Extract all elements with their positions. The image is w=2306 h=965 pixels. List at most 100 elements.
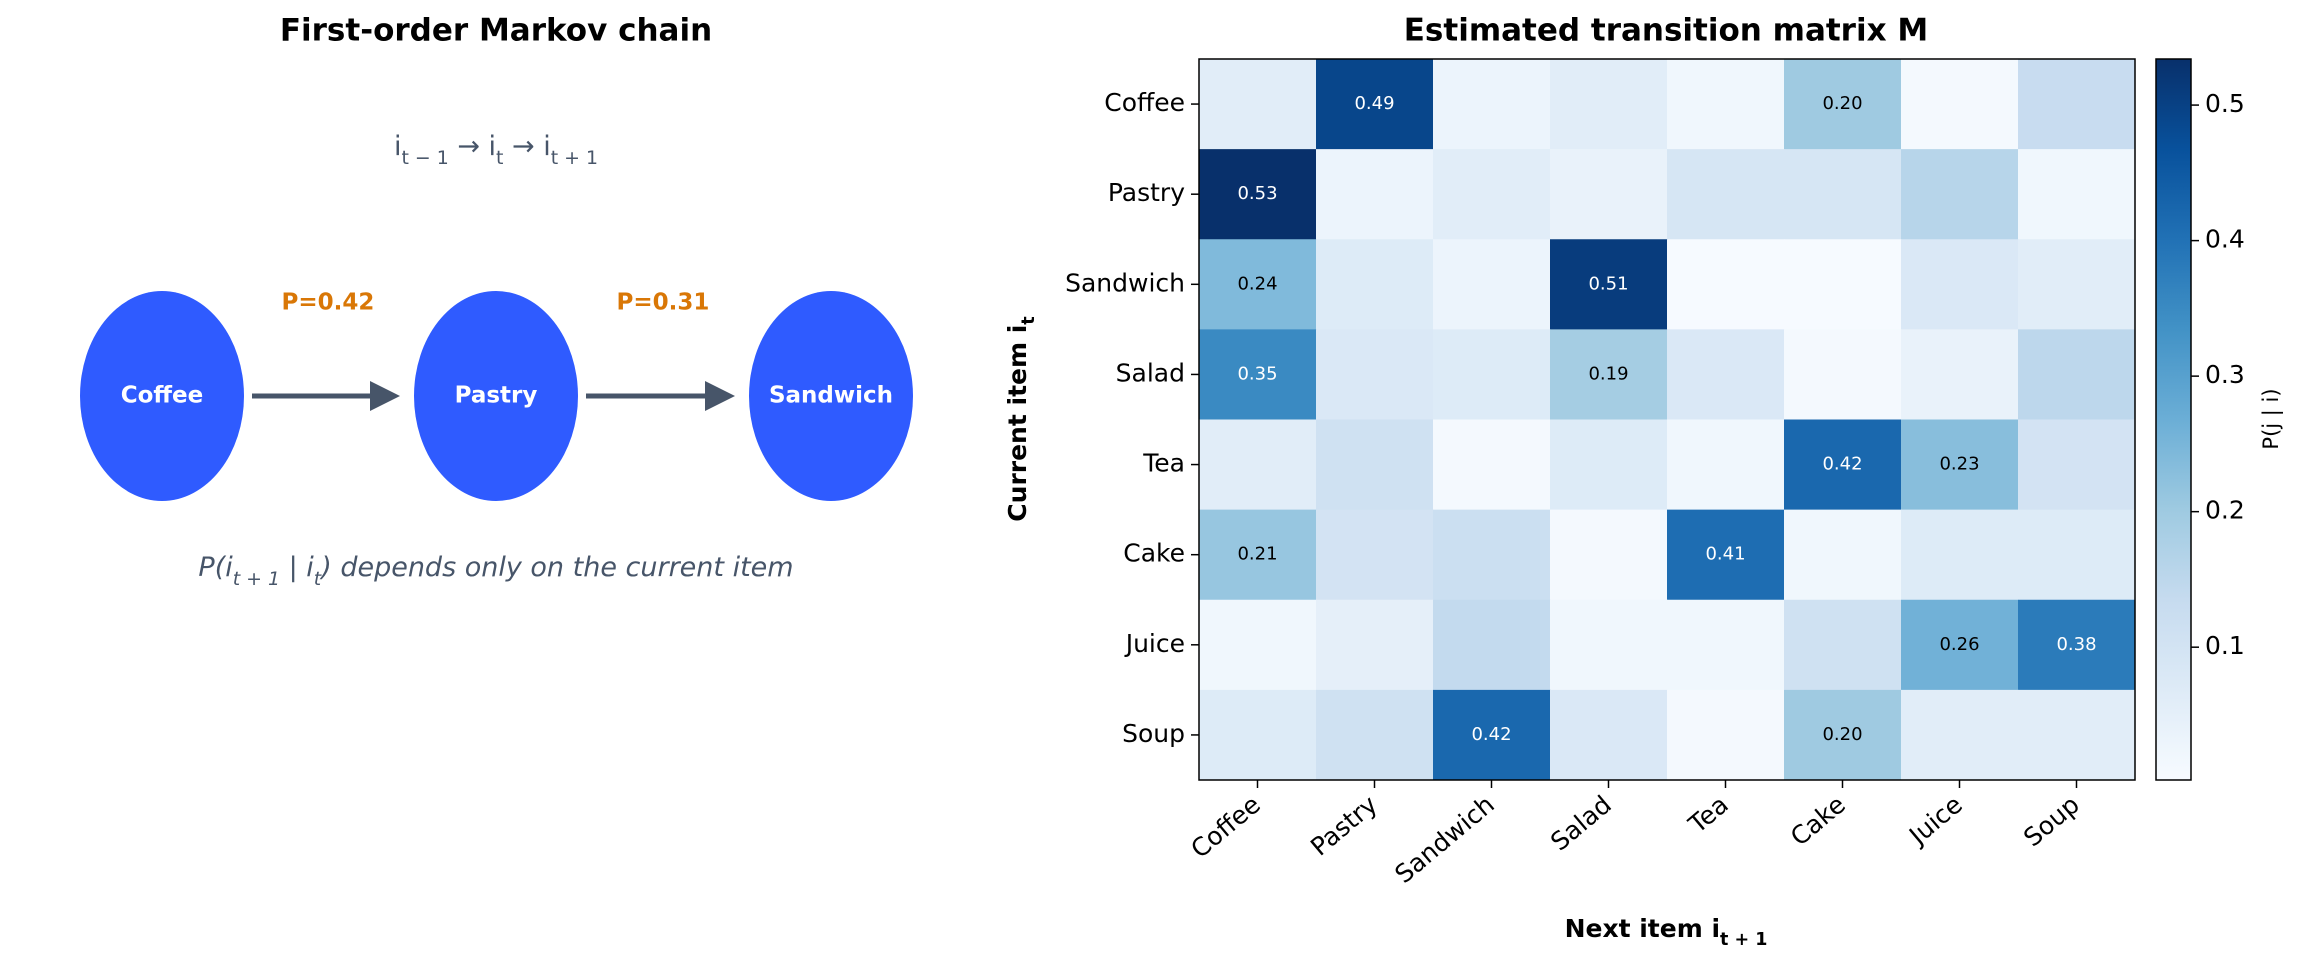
heatmap-cell <box>1433 59 1551 150</box>
value-label: 0.35 <box>1237 363 1277 384</box>
y-tick-label: Pastry <box>1108 178 1185 207</box>
heatmap-cell <box>1784 329 1902 420</box>
heatmap-cell <box>1667 329 1785 420</box>
heatmap-cell <box>1550 419 1668 511</box>
node <box>749 291 913 501</box>
heatmap-cell <box>1901 149 2019 240</box>
text-part: Current item i <box>1003 325 1032 522</box>
heatmap-cell <box>1901 329 2019 420</box>
heatmap-cell <box>1667 149 1785 240</box>
heatmap-cell <box>1199 419 1317 511</box>
subscript: t <box>496 147 503 169</box>
heatmap-cell <box>1667 509 1785 601</box>
subscript: t + 1 <box>233 568 280 590</box>
value-label: 0.20 <box>1822 724 1862 745</box>
heatmap-cell <box>1784 59 1902 150</box>
heatmap-cell <box>1316 329 1434 420</box>
value-label: 0.24 <box>1237 273 1277 294</box>
text-part: → i <box>449 131 496 162</box>
x-tick-label: Coffee <box>1185 790 1265 864</box>
node-label: Pastry <box>455 383 538 409</box>
value-label: 0.51 <box>1588 273 1628 294</box>
value-label: 0.49 <box>1354 93 1394 114</box>
heatmap-cell <box>1550 689 1668 781</box>
y-tick-label: Soup <box>1122 719 1185 748</box>
heatmap-cell <box>2018 239 2136 330</box>
heatmap-cell <box>1667 59 1785 150</box>
heatmap-cell <box>1433 689 1551 781</box>
heatmap-cell <box>1316 509 1434 601</box>
value-label: 0.41 <box>1705 544 1745 565</box>
colorbar-tick-label: 0.4 <box>2205 225 2245 254</box>
heatmap-cell <box>1667 599 1785 691</box>
node <box>414 291 578 501</box>
colorbar-tick-label: 0.2 <box>2205 496 2245 525</box>
value-label: 0.42 <box>1471 724 1511 745</box>
y-tick-label: Juice <box>1124 629 1185 658</box>
x-tick-label: Cake <box>1785 790 1851 852</box>
heatmap-cell <box>2018 419 2136 511</box>
heatmap-cell <box>1316 419 1434 511</box>
value-label: 0.19 <box>1588 363 1628 384</box>
heatmap-cell <box>1316 239 1434 330</box>
y-tick-label: Coffee <box>1104 88 1185 117</box>
heatmap-cell <box>1550 149 1668 240</box>
heatmap-cell <box>1316 689 1434 781</box>
heatmap-cell <box>1784 689 1902 781</box>
heatmap-cell <box>2018 509 2136 601</box>
colorbar-label: P(j | i) <box>2259 388 2284 449</box>
heatmap-cell <box>1433 329 1551 420</box>
heatmap-cell <box>1901 239 2019 330</box>
heatmap-cell <box>1199 329 1317 420</box>
colorbar <box>2155 58 2192 781</box>
heatmap-cell <box>1316 149 1434 240</box>
heatmap-cell <box>1550 239 1668 330</box>
heatmap-cell <box>1433 509 1551 601</box>
edge-label: P=0.31 <box>617 290 710 316</box>
node-label: Sandwich <box>769 383 893 409</box>
heatmap-cell <box>1784 239 1902 330</box>
caption: P(it + 1 | it) depends only on the curre… <box>198 552 793 590</box>
colorbar-tick-label: 0.1 <box>2205 631 2245 660</box>
heatmap-cell <box>1199 689 1317 781</box>
node <box>80 291 244 501</box>
heatmap-cell <box>1550 509 1668 601</box>
heatmap-cell <box>1316 599 1434 691</box>
node-label: Coffee <box>121 383 204 409</box>
heatmap-cell <box>1433 239 1551 330</box>
subscript: t <box>1019 316 1039 324</box>
heatmap-cell <box>1901 599 2019 691</box>
x-tick-label: Salad <box>1545 790 1617 857</box>
y-tick-label: Salad <box>1116 358 1185 387</box>
plot: 0.49 0.20 0.53 0.24 0.51 0.35 0.19 0.42 0.23 0.21… <box>1065 58 2245 889</box>
x-tick-label: Pastry <box>1305 790 1383 862</box>
heatmap-cell <box>1901 59 2019 150</box>
y-tick-label: Sandwich <box>1065 268 1185 297</box>
heatmap-cell <box>1433 599 1551 691</box>
value-label: 0.42 <box>1822 454 1862 475</box>
heatmap-cell <box>1550 59 1668 150</box>
heatmap-cell <box>1199 239 1317 330</box>
x-tick-label: Tea <box>1682 790 1733 840</box>
heatmap-cell <box>1667 239 1785 330</box>
sequence: it − 1 → it → it + 1 <box>394 131 598 169</box>
x-tick-label: Juice <box>1902 790 1968 852</box>
plot-frame <box>1198 58 2136 781</box>
colorbar-tick-label: 0.3 <box>2205 360 2245 389</box>
heatmap-cell <box>1901 509 2019 601</box>
y-axis-label: Current item it <box>1003 316 1039 521</box>
diagram-title: First-order Markov chain <box>280 13 712 49</box>
heatmap-cell <box>2018 689 2136 781</box>
heatmap-cell <box>2018 599 2136 691</box>
heatmap-cell <box>1199 149 1317 240</box>
chart-title: Estimated transition matrix M <box>1404 13 1929 49</box>
subscript: t <box>314 568 322 590</box>
heatmap-cell <box>1784 509 1902 601</box>
heatmap-cell <box>1667 419 1785 511</box>
subscript: t + 1 <box>551 147 598 169</box>
value-label: 0.38 <box>2056 634 2096 655</box>
value-label: 0.23 <box>1939 454 1979 475</box>
heatmap-cell <box>1901 689 2019 781</box>
heatmap-cell <box>1784 599 1902 691</box>
